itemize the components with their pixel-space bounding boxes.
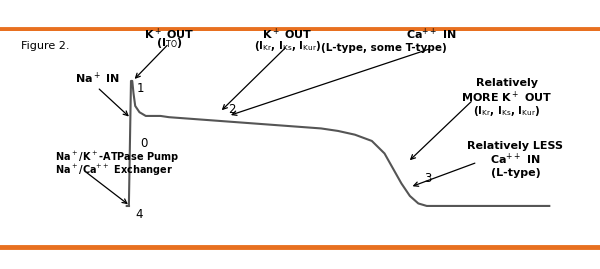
- Text: 3: 3: [425, 172, 432, 185]
- Text: (I$_{\rm Kr}$, I$_{\rm Ks}$, I$_{\rm Kur}$): (I$_{\rm Kr}$, I$_{\rm Ks}$, I$_{\rm Kur…: [473, 104, 541, 118]
- Text: Na$^+$/K$^+$-ATPase Pump: Na$^+$/K$^+$-ATPase Pump: [55, 150, 179, 165]
- Text: K$^+$ OUT: K$^+$ OUT: [262, 27, 313, 42]
- Text: www.medscape.com: www.medscape.com: [198, 6, 319, 19]
- Text: (L-type, some T-type): (L-type, some T-type): [321, 43, 447, 54]
- Text: Source: Pharmacotherapy © 2004 Pharmacotherapy Publications: Source: Pharmacotherapy © 2004 Pharmacot…: [293, 254, 588, 263]
- Text: 1: 1: [137, 82, 145, 95]
- Text: Na$^+$/Ca$^{++}$ Exchanger: Na$^+$/Ca$^{++}$ Exchanger: [55, 163, 173, 179]
- Text: (I$_{\rm TO}$): (I$_{\rm TO}$): [155, 36, 182, 50]
- Text: 0: 0: [140, 137, 147, 150]
- Text: MORE K$^+$ OUT: MORE K$^+$ OUT: [461, 90, 553, 105]
- Text: Figure 2.: Figure 2.: [21, 41, 70, 51]
- Text: 2: 2: [228, 103, 236, 116]
- Text: (I$_{\rm Kr}$, I$_{\rm Ks}$, I$_{\rm Kur}$): (I$_{\rm Kr}$, I$_{\rm Ks}$, I$_{\rm Kur…: [254, 39, 321, 53]
- Text: Ca$^{++}$ IN: Ca$^{++}$ IN: [406, 27, 456, 42]
- Text: Na$^+$ IN: Na$^+$ IN: [74, 71, 120, 86]
- Text: Ca$^{++}$ IN: Ca$^{++}$ IN: [490, 152, 541, 167]
- Text: 4: 4: [136, 208, 143, 221]
- Text: (L-type): (L-type): [491, 168, 541, 178]
- Text: Relatively LESS: Relatively LESS: [467, 141, 563, 151]
- Text: Relatively: Relatively: [476, 79, 538, 89]
- Text: Medscape®: Medscape®: [7, 6, 90, 19]
- Text: K$^+$ OUT: K$^+$ OUT: [144, 27, 194, 42]
